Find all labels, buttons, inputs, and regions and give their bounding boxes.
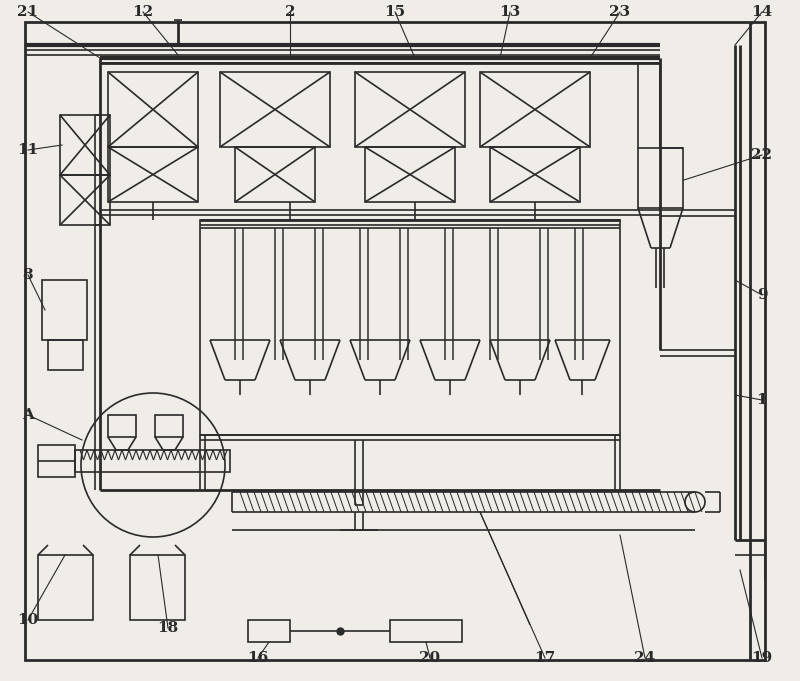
Text: 14: 14: [751, 5, 773, 19]
Text: 21: 21: [18, 5, 38, 19]
Bar: [638, 148, 683, 208]
Bar: [235, 147, 315, 202]
Bar: [130, 555, 185, 620]
Text: 17: 17: [534, 651, 556, 665]
Text: 20: 20: [419, 651, 441, 665]
Bar: [490, 147, 580, 202]
Text: 8: 8: [22, 268, 34, 282]
Text: 13: 13: [499, 5, 521, 19]
Bar: [155, 415, 183, 437]
Text: 23: 23: [610, 5, 630, 19]
Bar: [355, 72, 465, 147]
Bar: [42, 280, 87, 340]
Text: 2: 2: [285, 5, 295, 19]
Bar: [480, 72, 590, 147]
Text: 16: 16: [247, 651, 269, 665]
Bar: [108, 415, 136, 437]
Bar: [200, 220, 620, 435]
Bar: [48, 340, 83, 370]
Bar: [365, 147, 455, 202]
Text: A: A: [22, 408, 34, 422]
Bar: [390, 620, 462, 642]
Text: 19: 19: [751, 651, 773, 665]
Bar: [38, 445, 75, 477]
Bar: [108, 72, 198, 147]
Text: 11: 11: [18, 143, 38, 157]
Bar: [248, 620, 290, 642]
Text: 22: 22: [751, 148, 773, 162]
Bar: [108, 147, 198, 202]
Bar: [60, 115, 110, 175]
Text: 9: 9: [757, 288, 767, 302]
Text: 15: 15: [385, 5, 406, 19]
Bar: [38, 555, 93, 620]
Text: 12: 12: [133, 5, 154, 19]
Bar: [75, 450, 230, 472]
Text: 18: 18: [158, 621, 178, 635]
Text: 1: 1: [757, 393, 767, 407]
Text: 10: 10: [18, 613, 38, 627]
Text: 24: 24: [634, 651, 655, 665]
Bar: [220, 72, 330, 147]
Bar: [60, 175, 110, 225]
